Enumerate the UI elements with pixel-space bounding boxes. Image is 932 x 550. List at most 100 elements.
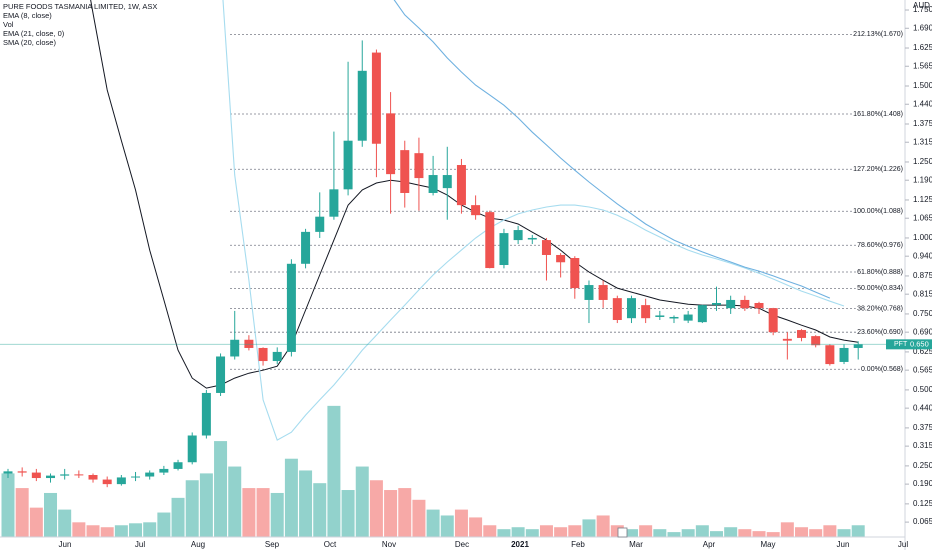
volume-bar — [313, 483, 327, 537]
candle-body — [740, 299, 750, 309]
y-tick-label: 1.125 — [913, 195, 932, 204]
candle-body — [329, 189, 339, 217]
candle-body — [598, 285, 608, 300]
candle-body — [626, 298, 636, 319]
volume-bar — [398, 488, 412, 537]
fib-label: 78.60%(0.976) — [857, 242, 903, 249]
y-tick-label: 1.625 — [913, 43, 932, 52]
volume-bar — [483, 525, 497, 537]
candle-body — [442, 175, 452, 189]
fib-label: 212.13%(1.670) — [853, 31, 903, 38]
volume-bar — [610, 525, 624, 537]
candle-body — [216, 356, 226, 393]
fib-levels: 212.13%(1.670) 161.80%(1.408) 127.20%(1.22… — [230, 30, 905, 375]
y-tick-label: 0.125 — [913, 499, 932, 508]
candle-body — [428, 175, 438, 193]
volume-bar — [355, 466, 369, 537]
y-tick-label: 0.815 — [913, 289, 932, 298]
candle-body — [839, 347, 849, 362]
legend-entry: SMA (20, close) — [3, 38, 56, 47]
volume-bar — [681, 529, 695, 537]
candle-body — [556, 254, 566, 263]
volume-bar — [412, 499, 426, 537]
candle-body — [46, 475, 56, 479]
y-tick-label: 1.750 — [913, 5, 932, 14]
last-price-tag — [886, 339, 932, 350]
x-tick-label: Jul — [898, 540, 908, 549]
event-marker — [617, 527, 628, 538]
candle-body — [471, 205, 481, 216]
volume-bar — [795, 527, 809, 537]
candle-body — [3, 471, 13, 474]
candle-body — [315, 216, 325, 232]
volume-bar — [256, 488, 270, 537]
candle-body — [782, 338, 792, 341]
y-tick-label: 1.375 — [913, 119, 932, 128]
y-tick-label: 1.065 — [913, 213, 932, 222]
candle-body — [102, 479, 112, 485]
volume-bar — [554, 527, 568, 537]
volume-bar — [214, 441, 228, 537]
volume-bar — [710, 531, 723, 537]
x-tick-label: Dec — [455, 540, 469, 549]
volume-bar — [497, 529, 511, 537]
volume-bar — [384, 490, 398, 537]
y-tick-label: 1.000 — [913, 233, 932, 242]
candle-body — [797, 330, 807, 338]
candle-body — [17, 471, 27, 473]
volume-bar — [341, 490, 355, 537]
volume-bar — [624, 529, 638, 537]
volume-bar — [596, 515, 610, 537]
y-tick-label: 0.565 — [913, 365, 932, 374]
volume-bar — [454, 509, 468, 537]
volume-bar — [185, 480, 199, 537]
candle-body — [669, 316, 679, 319]
volume-bar — [29, 507, 43, 537]
y-tick-label: 1.190 — [913, 175, 932, 184]
y-tick-label: 0.250 — [913, 461, 932, 470]
y-tick-label: 1.690 — [913, 23, 932, 32]
x-tick-label: May — [760, 540, 775, 549]
volume-bar — [752, 531, 766, 537]
candle-body — [244, 339, 254, 348]
volume-pane — [1, 405, 865, 537]
y-tick-label: 1.500 — [913, 81, 932, 90]
fib-label: 161.80%(1.408) — [853, 111, 903, 118]
volume-bar — [823, 525, 837, 537]
candle-body — [230, 339, 240, 357]
candle-body — [853, 344, 863, 348]
volume-bar — [72, 522, 86, 537]
volume-bar — [299, 470, 313, 537]
volume-bar — [284, 458, 298, 537]
candles — [3, 40, 863, 488]
candle-body — [301, 231, 311, 264]
y-tick-label: 0.750 — [913, 309, 932, 318]
volume-bar — [809, 529, 823, 537]
candle-body — [343, 140, 353, 190]
legend: PURE FOODS TASMANIA LIMITED, 1W, ASX EMA… — [3, 2, 157, 47]
candle-body — [499, 233, 509, 266]
candle-body — [400, 150, 410, 193]
volume-bar — [199, 473, 213, 537]
candle-body — [541, 240, 551, 255]
volume-bar — [440, 515, 454, 537]
volume-bar — [426, 509, 440, 537]
volume-bar — [469, 517, 483, 537]
candle-body — [60, 474, 70, 476]
y-tick-label: 0.690 — [913, 327, 932, 336]
x-tick-label: Mar — [629, 540, 643, 549]
candle-body — [754, 302, 764, 309]
candle-body — [201, 392, 211, 436]
x-tick-label: 2021 — [511, 540, 529, 549]
volume-bar — [114, 525, 128, 537]
volume-bar — [851, 525, 865, 537]
fib-label: 127.20%(1.226) — [853, 166, 903, 173]
volume-bar — [143, 522, 157, 537]
x-tick-label: Nov — [382, 540, 396, 549]
volume-bar — [15, 488, 29, 537]
legend-title: PURE FOODS TASMANIA LIMITED, 1W, ASX — [3, 2, 157, 11]
x-tick-label: Feb — [571, 540, 585, 549]
y-tick-label: 1.315 — [913, 137, 932, 146]
candle-body — [272, 351, 282, 362]
candle-body — [712, 302, 721, 305]
